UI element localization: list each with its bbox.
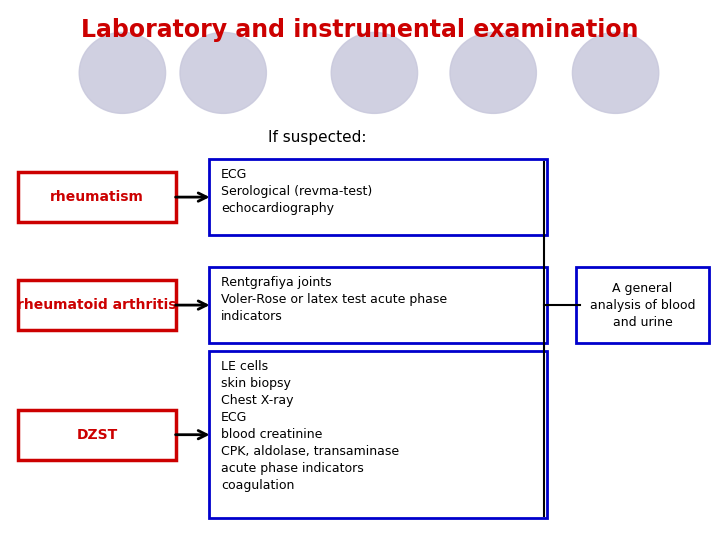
FancyBboxPatch shape [18,280,176,330]
Text: Laboratory and instrumental examination: Laboratory and instrumental examination [81,18,639,42]
FancyBboxPatch shape [209,159,547,235]
Text: rheumatoid arthritis: rheumatoid arthritis [17,298,177,312]
Ellipse shape [79,32,166,113]
Text: DZST: DZST [76,428,118,442]
Text: If suspected:: If suspected: [268,130,366,145]
Ellipse shape [572,32,659,113]
Ellipse shape [331,32,418,113]
Text: ECG
Serological (revma-test)
echocardiography: ECG Serological (revma-test) echocardiog… [221,168,372,215]
Text: LE cells
skin biopsy
Chest X-ray
ECG
blood creatinine
CPK, aldolase, transaminas: LE cells skin biopsy Chest X-ray ECG blo… [221,360,399,492]
FancyBboxPatch shape [18,410,176,460]
Text: rheumatism: rheumatism [50,190,144,204]
FancyBboxPatch shape [18,172,176,222]
Text: Rentgrafiya joints
Voler-Rose or latex test acute phase
indicators: Rentgrafiya joints Voler-Rose or latex t… [221,276,447,323]
Ellipse shape [450,32,536,113]
FancyBboxPatch shape [576,267,709,343]
FancyBboxPatch shape [209,267,547,343]
Ellipse shape [180,32,266,113]
Text: A general
analysis of blood
and urine: A general analysis of blood and urine [590,281,696,329]
FancyBboxPatch shape [209,351,547,518]
